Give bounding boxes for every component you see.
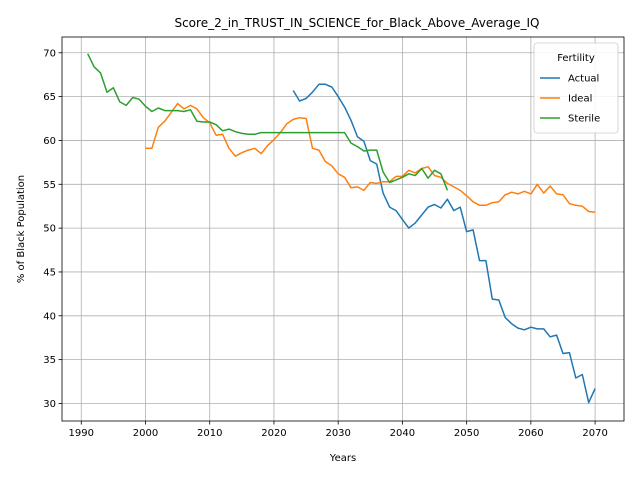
plot-frame — [61, 36, 625, 422]
series-line-ideal — [145, 102, 596, 214]
legend-box — [533, 42, 619, 134]
y-tick-label: 60 — [43, 136, 56, 147]
y-tick-label: 65 — [43, 92, 56, 103]
chart-title: Score_2_in_TRUST_IN_SCIENCE_for_Black_Ab… — [174, 16, 539, 30]
y-tick-label: 45 — [43, 267, 56, 278]
x-tick-label: 1990 — [69, 428, 94, 439]
legend-title: Fertility — [557, 53, 595, 64]
x-axis-title: Years — [329, 453, 356, 464]
y-tick-label: 35 — [43, 355, 56, 366]
y-tick-label: 55 — [43, 180, 56, 191]
legend-label-sterile: Sterile — [568, 114, 600, 125]
legend-label-actual: Actual — [568, 74, 599, 85]
y-tick-label: 40 — [43, 311, 56, 322]
legend-label-ideal: Ideal — [568, 94, 592, 105]
legend: Fertility Actual Ideal Sterile — [533, 42, 619, 134]
series-line-actual — [292, 83, 596, 404]
x-tick-label: 2060 — [518, 428, 543, 439]
x-tick-label: 2020 — [261, 428, 286, 439]
y-axis-ticks: 30 35 40 45 50 55 60 65 70 — [43, 48, 62, 410]
series-lines — [87, 53, 596, 404]
legend-entries: Actual Ideal Sterile — [540, 74, 600, 125]
y-tick-label: 70 — [43, 48, 56, 59]
x-tick-label: 2010 — [197, 428, 222, 439]
series-line-sterile — [87, 53, 449, 191]
y-axis-title: % of Black Population — [16, 175, 27, 283]
x-tick-label: 2040 — [390, 428, 415, 439]
x-tick-label: 2030 — [325, 428, 350, 439]
x-tick-label: 2000 — [133, 428, 158, 439]
x-tick-label: 2050 — [454, 428, 479, 439]
x-tick-label: 2070 — [582, 428, 607, 439]
y-tick-label: 50 — [43, 224, 56, 235]
y-tick-label: 30 — [43, 399, 56, 410]
x-axis-ticks: 1990 2000 2010 2020 2030 2040 2050 2060 2070 — [69, 421, 608, 439]
